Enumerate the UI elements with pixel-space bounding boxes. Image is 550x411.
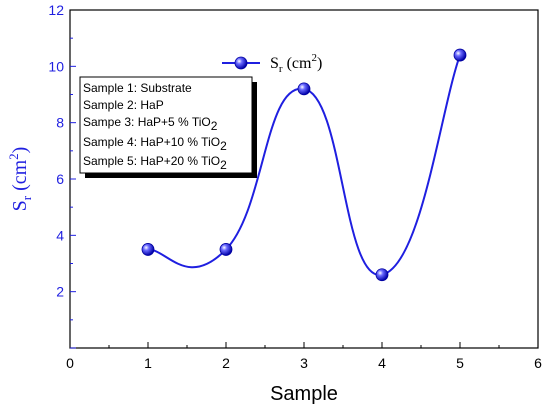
y-tick-label: 2 xyxy=(56,284,64,300)
x-tick-label: 3 xyxy=(300,355,308,371)
data-point-marker xyxy=(453,48,467,62)
series-markers xyxy=(141,48,467,282)
data-point-marker xyxy=(141,243,155,256)
x-axis-label: Sample xyxy=(270,383,338,405)
legend-marker xyxy=(234,56,248,70)
y-axis-label: Sr (cm2) xyxy=(6,147,34,212)
data-point-marker xyxy=(219,243,233,256)
sample-key-line-1: Sample 1: Substrate xyxy=(83,81,192,95)
sample-key-box: Sample 1: Substrate Sample 2: HaP Sampe … xyxy=(79,76,257,178)
x-tick-label: 6 xyxy=(534,355,542,371)
y-tick-label: 6 xyxy=(56,171,64,187)
data-point-marker xyxy=(375,268,389,282)
series-line-sr xyxy=(147,54,461,276)
y-tick-label: 12 xyxy=(48,2,64,18)
data-point-marker xyxy=(297,82,311,96)
x-tick-label: 4 xyxy=(378,355,386,371)
y-axis-ticks: 2 4 6 8 10 12 xyxy=(48,2,76,349)
x-tick-label: 0 xyxy=(66,355,74,371)
y-tick-label: 4 xyxy=(56,227,64,243)
sample-key-box-frame xyxy=(79,76,253,174)
sample-key-line-5: Sample 5: HaP+20 % TiO2 xyxy=(83,154,227,172)
sample-key-line-2: Sample 2: HaP xyxy=(83,98,164,112)
x-tick-label: 5 xyxy=(456,355,464,371)
sample-key-line-3: Sampe 3: HaP+5 % TiO2 xyxy=(83,115,218,133)
y-tick-label: 10 xyxy=(48,58,64,74)
sample-key-line-4: Sample 4: HaP+10 % TiO2 xyxy=(83,135,227,153)
x-tick-label: 1 xyxy=(144,355,152,371)
y-tick-label: 8 xyxy=(56,115,64,131)
x-tick-label: 2 xyxy=(222,355,230,371)
legend: Sr (cm2) xyxy=(222,52,322,75)
x-axis-ticks: 0 1 2 3 4 5 6 xyxy=(66,342,542,371)
legend-label: Sr (cm2) xyxy=(270,52,322,75)
